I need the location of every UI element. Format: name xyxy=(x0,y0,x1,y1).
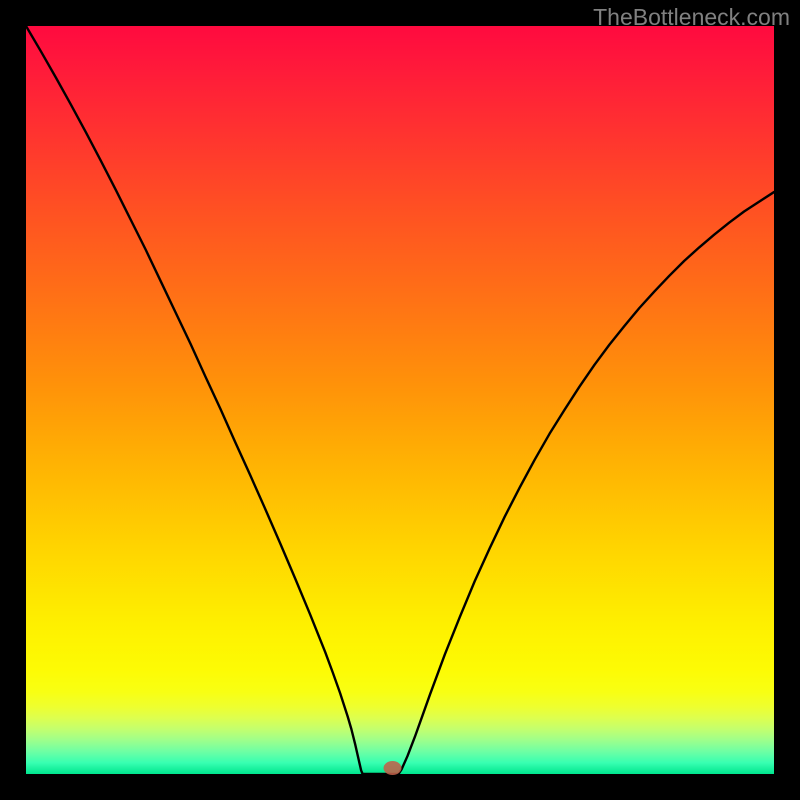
optimal-point-marker xyxy=(384,761,402,775)
watermark-text: TheBottleneck.com xyxy=(593,4,790,31)
bottleneck-curve xyxy=(26,26,774,774)
plot-area xyxy=(26,26,774,774)
curve-path xyxy=(26,26,774,774)
chart-container: TheBottleneck.com xyxy=(0,0,800,800)
